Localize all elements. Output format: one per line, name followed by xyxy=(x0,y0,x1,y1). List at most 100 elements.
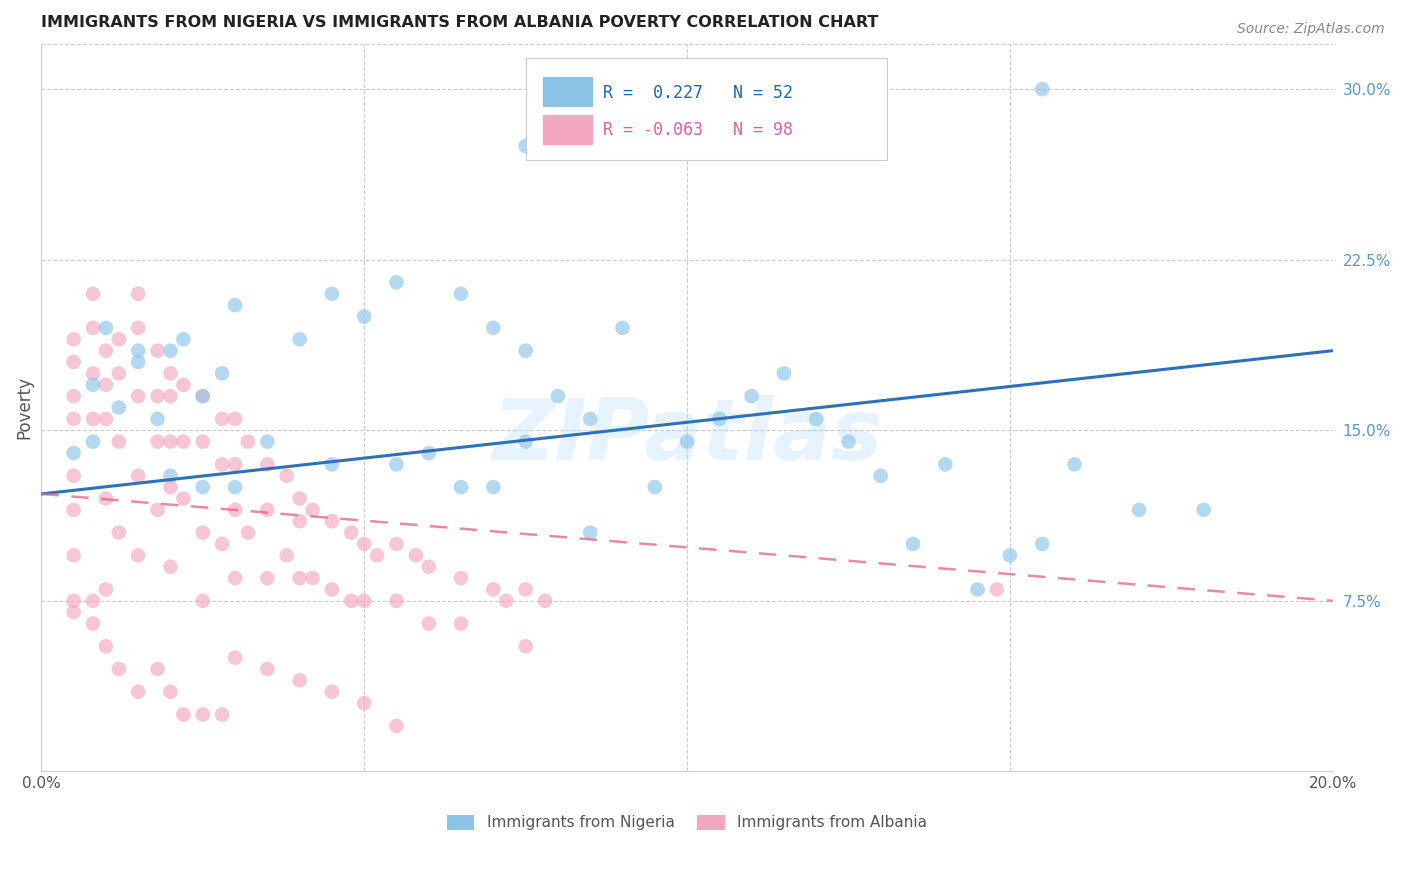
Point xyxy=(191,389,214,403)
Point xyxy=(998,549,1021,563)
Point xyxy=(321,514,343,528)
Point xyxy=(482,480,505,494)
Point xyxy=(127,685,149,699)
Point xyxy=(418,616,440,631)
Point xyxy=(288,332,311,346)
Point xyxy=(1031,537,1053,551)
Point xyxy=(191,389,214,403)
Point xyxy=(94,321,117,335)
Point xyxy=(353,537,375,551)
Point xyxy=(256,662,278,676)
Point xyxy=(191,434,214,449)
Point xyxy=(224,412,246,426)
Point xyxy=(146,503,169,517)
Point xyxy=(62,389,84,403)
Point xyxy=(321,582,343,597)
Point xyxy=(224,571,246,585)
Point xyxy=(644,480,666,494)
Point xyxy=(450,480,472,494)
Point xyxy=(612,321,634,335)
Point xyxy=(108,662,131,676)
Point xyxy=(127,286,149,301)
Point xyxy=(94,412,117,426)
Point xyxy=(108,434,131,449)
Point xyxy=(191,594,214,608)
Point xyxy=(934,458,956,472)
Point xyxy=(321,458,343,472)
Point xyxy=(515,139,537,153)
Point xyxy=(482,321,505,335)
Text: R =  0.227   N = 52: R = 0.227 N = 52 xyxy=(603,84,793,103)
Y-axis label: Poverty: Poverty xyxy=(15,376,32,439)
Point xyxy=(236,434,259,449)
Point xyxy=(1031,82,1053,96)
Legend: Immigrants from Nigeria, Immigrants from Albania: Immigrants from Nigeria, Immigrants from… xyxy=(441,809,934,837)
Point xyxy=(450,616,472,631)
Point xyxy=(62,468,84,483)
Point xyxy=(94,343,117,358)
Point xyxy=(108,525,131,540)
Point xyxy=(515,640,537,654)
Point xyxy=(172,377,194,392)
Point xyxy=(224,458,246,472)
Point xyxy=(127,389,149,403)
Point xyxy=(146,389,169,403)
Point xyxy=(62,446,84,460)
Point xyxy=(773,367,796,381)
Point xyxy=(82,594,104,608)
Point xyxy=(450,571,472,585)
Point xyxy=(159,343,181,358)
Point xyxy=(62,605,84,619)
Point xyxy=(62,594,84,608)
Point xyxy=(340,525,363,540)
Point xyxy=(172,434,194,449)
Point xyxy=(191,707,214,722)
Point xyxy=(62,412,84,426)
Point xyxy=(94,491,117,506)
Point xyxy=(146,662,169,676)
Point xyxy=(366,549,388,563)
Point xyxy=(82,286,104,301)
Point xyxy=(62,355,84,369)
Point xyxy=(353,310,375,324)
Point xyxy=(94,377,117,392)
Point xyxy=(986,582,1008,597)
Point xyxy=(515,582,537,597)
Point xyxy=(224,650,246,665)
Point xyxy=(288,491,311,506)
Point xyxy=(495,594,517,608)
Point xyxy=(676,434,699,449)
Point xyxy=(82,377,104,392)
Point xyxy=(1128,503,1150,517)
Point xyxy=(288,571,311,585)
Point xyxy=(1063,458,1085,472)
Point xyxy=(62,549,84,563)
Point xyxy=(62,332,84,346)
Point xyxy=(236,525,259,540)
Point xyxy=(418,559,440,574)
Point xyxy=(146,343,169,358)
Point xyxy=(256,571,278,585)
Point xyxy=(82,321,104,335)
Point xyxy=(288,514,311,528)
Point xyxy=(385,719,408,733)
Point xyxy=(256,458,278,472)
Point xyxy=(127,468,149,483)
Point xyxy=(353,696,375,710)
Point xyxy=(450,286,472,301)
Point xyxy=(82,367,104,381)
Point xyxy=(159,434,181,449)
Point xyxy=(82,616,104,631)
Point xyxy=(159,367,181,381)
Point xyxy=(191,480,214,494)
Point xyxy=(108,332,131,346)
Point xyxy=(94,582,117,597)
Point xyxy=(276,549,298,563)
Point xyxy=(547,389,569,403)
FancyBboxPatch shape xyxy=(526,58,887,160)
FancyBboxPatch shape xyxy=(543,114,593,145)
Point xyxy=(288,673,311,688)
Point xyxy=(741,389,763,403)
Point xyxy=(301,571,323,585)
Point xyxy=(159,389,181,403)
